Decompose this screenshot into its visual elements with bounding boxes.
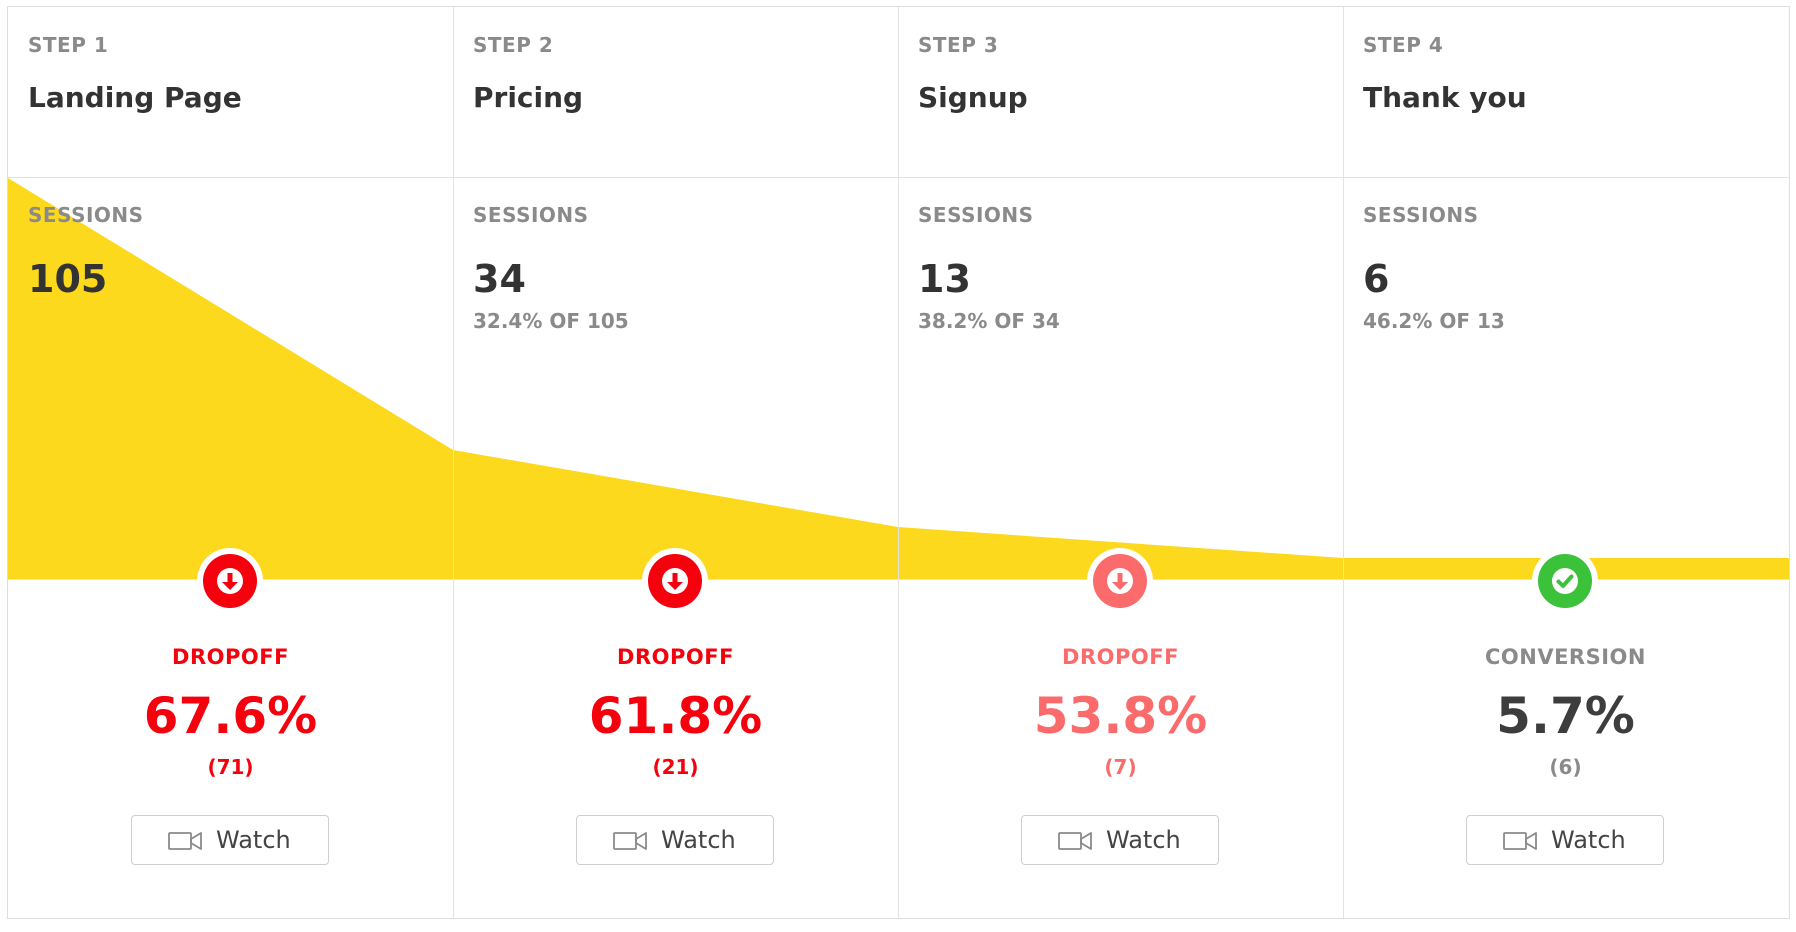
funnel-step-4: STEP 4 Thank you SESSIONS 6 46.2% OF 13 … xyxy=(1343,7,1788,918)
step-title: Landing Page xyxy=(28,81,242,114)
video-camera-icon xyxy=(168,832,202,850)
video-camera-icon xyxy=(1503,832,1537,850)
sessions-of: 46.2% OF 13 xyxy=(1363,309,1505,333)
funnel-step-2: STEP 2 Pricing SESSIONS 34 32.4% OF 105 … xyxy=(453,7,898,918)
video-camera-icon xyxy=(1058,832,1092,850)
sessions-value: 13 xyxy=(918,257,971,301)
metric-label: CONVERSION xyxy=(1485,645,1646,669)
conversion-badge xyxy=(1532,548,1598,614)
video-camera-icon xyxy=(613,832,647,850)
dropoff-badge xyxy=(197,548,263,614)
watch-label: Watch xyxy=(1551,826,1626,854)
watch-button[interactable]: Watch xyxy=(576,815,774,865)
sessions-label: SESSIONS xyxy=(473,203,589,227)
sessions-value: 105 xyxy=(28,257,108,301)
watch-label: Watch xyxy=(1106,826,1181,854)
metric-value: 5.7% xyxy=(1496,687,1635,745)
metric-value: 67.6% xyxy=(143,687,318,745)
sessions-label: SESSIONS xyxy=(28,203,144,227)
column-divider xyxy=(1343,7,1344,918)
watch-label: Watch xyxy=(661,826,736,854)
step-label: STEP 1 xyxy=(28,33,109,57)
column-divider xyxy=(898,7,899,918)
watch-label: Watch xyxy=(216,826,291,854)
step-title: Pricing xyxy=(473,81,584,114)
metric-label: DROPOFF xyxy=(172,645,289,669)
funnel-panel: STEP 1 Landing Page SESSIONS 105 DROPOFF… xyxy=(7,6,1790,919)
funnel-step-1: STEP 1 Landing Page SESSIONS 105 DROPOFF… xyxy=(8,7,453,918)
step-title: Thank you xyxy=(1363,81,1527,114)
checkmark-icon xyxy=(1552,568,1578,594)
step-label: STEP 3 xyxy=(918,33,999,57)
watch-button[interactable]: Watch xyxy=(1021,815,1219,865)
sessions-of: 32.4% OF 105 xyxy=(473,309,629,333)
sessions-value: 34 xyxy=(473,257,526,301)
arrow-down-icon xyxy=(662,568,688,594)
arrow-down-icon xyxy=(1107,568,1133,594)
metric-count: (6) xyxy=(1549,755,1582,779)
dropoff-badge xyxy=(1087,548,1153,614)
sessions-label: SESSIONS xyxy=(1363,203,1479,227)
metric-value: 61.8% xyxy=(588,687,763,745)
funnel-step-3: STEP 3 Signup SESSIONS 13 38.2% OF 34 DR… xyxy=(898,7,1343,918)
sessions-of: 38.2% OF 34 xyxy=(918,309,1060,333)
sessions-value: 6 xyxy=(1363,257,1390,301)
metric-value: 53.8% xyxy=(1033,687,1208,745)
metric-count: (71) xyxy=(207,755,254,779)
column-divider xyxy=(453,7,454,918)
step-label: STEP 2 xyxy=(473,33,554,57)
metric-label: DROPOFF xyxy=(1062,645,1179,669)
metric-count: (7) xyxy=(1104,755,1137,779)
watch-button[interactable]: Watch xyxy=(131,815,329,865)
step-title: Signup xyxy=(918,81,1028,114)
metric-label: DROPOFF xyxy=(617,645,734,669)
sessions-label: SESSIONS xyxy=(918,203,1034,227)
step-label: STEP 4 xyxy=(1363,33,1444,57)
metric-count: (21) xyxy=(652,755,699,779)
dropoff-badge xyxy=(642,548,708,614)
arrow-down-icon xyxy=(217,568,243,594)
watch-button[interactable]: Watch xyxy=(1466,815,1664,865)
